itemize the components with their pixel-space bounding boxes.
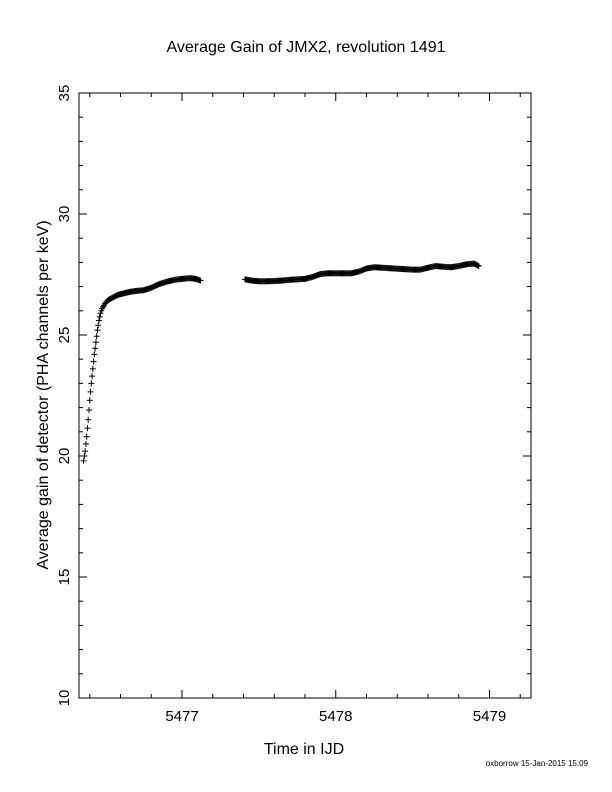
data-point (94, 327, 101, 334)
data-point (96, 313, 103, 320)
y-tick-label: 35 (56, 85, 73, 102)
data-point (89, 373, 96, 380)
footer-credit: oxborrow 15-Jan-2015 15:09 (486, 759, 589, 768)
ticks-layer: 10 15 20 25 30 35 5477 5478 5479 (56, 85, 531, 725)
data-point (92, 345, 99, 352)
data-point (90, 358, 97, 365)
x-tick-label: 5479 (473, 708, 506, 725)
data-point (85, 407, 92, 414)
x-tick-label: 5478 (319, 708, 352, 725)
data-point (92, 339, 99, 346)
data-point (88, 380, 95, 387)
y-axis-label: Average gain of detector (PHA channels p… (35, 220, 52, 569)
y-tick-label: 30 (56, 206, 73, 223)
data-point (95, 322, 102, 329)
data-points-layer (80, 260, 482, 464)
y-tick-label: 25 (56, 327, 73, 344)
data-point (89, 365, 96, 372)
data-point (93, 333, 100, 340)
y-tick-label: 15 (56, 569, 73, 586)
data-point (475, 263, 482, 270)
data-point (80, 457, 87, 464)
data-point (91, 351, 98, 358)
x-tick-label: 5477 (165, 708, 198, 725)
data-point (81, 453, 88, 459)
data-point (87, 388, 94, 395)
data-point (84, 425, 91, 432)
y-tick-label: 20 (56, 448, 73, 465)
data-point (82, 448, 89, 455)
y-tick-label: 10 (56, 690, 73, 707)
data-point (85, 416, 92, 423)
data-point (95, 317, 102, 324)
data-point (197, 277, 204, 284)
plot-frame (78, 92, 532, 699)
data-point (82, 440, 89, 447)
data-point (86, 397, 93, 404)
chart-title: Average Gain of JMX2, revolution 1491 (167, 39, 446, 56)
x-axis-label: Time in IJD (264, 741, 344, 758)
data-point (83, 433, 90, 440)
